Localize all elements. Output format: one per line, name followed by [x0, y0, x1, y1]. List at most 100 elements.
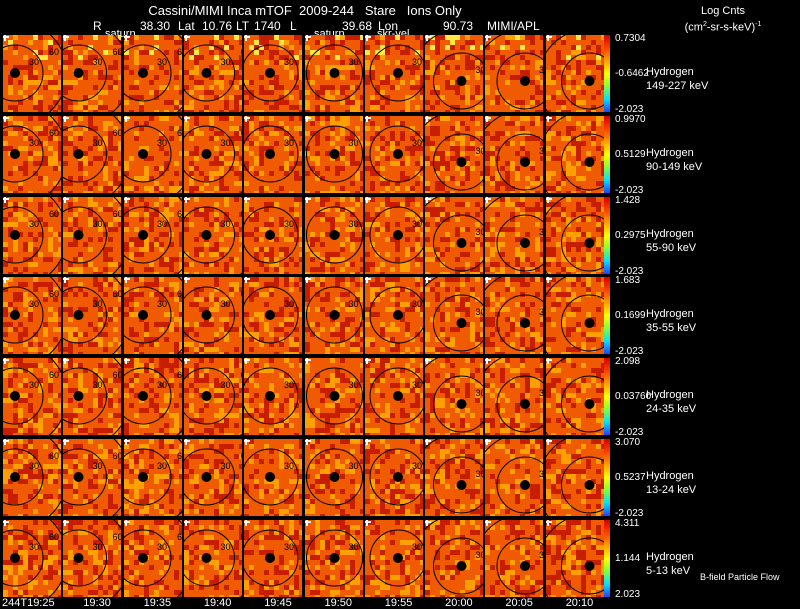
contour-line	[123, 448, 172, 506]
saturn-marker	[456, 318, 467, 329]
contour-label: 30	[157, 219, 167, 229]
contour-line	[244, 125, 299, 183]
time-label: 19:50	[324, 597, 353, 609]
saturn-marker	[73, 310, 84, 321]
contour-line	[305, 286, 363, 344]
contour-line	[496, 52, 544, 110]
contour-line	[305, 529, 363, 587]
saturn-marker	[520, 480, 531, 490]
colorbar	[604, 439, 610, 516]
crosshair-mark	[183, 277, 190, 284]
crosshair-mark	[123, 519, 130, 526]
contour-label: 30	[220, 542, 230, 552]
contour-line	[433, 214, 484, 272]
saturn-marker	[10, 68, 20, 78]
crosshair-mark	[244, 358, 251, 365]
contour-label: 30	[476, 550, 484, 560]
contour-label: 60	[49, 128, 59, 138]
contour-label: 60	[177, 128, 182, 138]
colorbar	[604, 35, 610, 112]
crosshair-mark	[183, 196, 190, 203]
contour-label: 30	[284, 461, 294, 471]
species-label: Hydrogen 90-149 keV	[646, 146, 702, 174]
crosshair-mark	[364, 35, 371, 41]
contour-label: 60	[177, 289, 182, 299]
crosshair-mark	[304, 519, 311, 526]
saturn-marker	[329, 310, 339, 321]
saturn-marker	[10, 391, 20, 402]
species-label: Hydrogen 35-55 keV	[646, 307, 696, 335]
colorbar-mid-value: 1.144	[615, 552, 641, 564]
contour-line	[123, 529, 172, 587]
time-label: 20:10	[565, 597, 594, 609]
time-label: 20:05	[505, 597, 533, 609]
contour-label: 60	[113, 451, 122, 461]
crosshair-mark	[304, 196, 311, 203]
colorbar-min-value: -2.023	[615, 508, 644, 519]
contour-label: 60	[240, 47, 242, 57]
contour-line	[369, 44, 423, 102]
crosshair-mark	[485, 439, 492, 445]
energy-range: 149-227 keV	[646, 80, 709, 92]
contour-line	[560, 52, 604, 110]
saturn-marker	[456, 480, 467, 490]
contour-line	[496, 133, 544, 191]
saturn-marker	[392, 391, 403, 402]
crosshair-mark	[244, 277, 251, 284]
contour-line	[244, 286, 299, 344]
contour-label: 30	[93, 57, 103, 67]
contour-line	[244, 529, 299, 587]
species-name: Hydrogen	[646, 389, 694, 402]
lt-label: LT	[236, 19, 250, 33]
contour-label: 30	[220, 57, 230, 67]
contour-label: 30	[539, 550, 543, 560]
contour-line	[183, 286, 235, 344]
colorbar-min-value: -2.023	[615, 104, 644, 115]
saturn-marker	[456, 76, 467, 86]
saturn-marker	[265, 310, 276, 321]
contour-label: 30	[93, 461, 103, 471]
saturn-marker	[137, 310, 148, 321]
saturn-marker	[201, 68, 212, 78]
colorbar-mid-value: 0.2975	[615, 229, 646, 241]
contour-label: 60	[49, 47, 59, 57]
crosshair-mark	[244, 196, 251, 203]
contour-label: 30	[284, 299, 294, 309]
saturn-marker	[392, 310, 403, 321]
contour-label: 60	[49, 209, 59, 219]
contour-line	[244, 44, 299, 102]
saturn-marker	[73, 552, 84, 563]
contour-line	[244, 367, 299, 425]
colorbar-min-value: -2.023	[615, 427, 644, 439]
crosshair-mark	[63, 439, 70, 445]
